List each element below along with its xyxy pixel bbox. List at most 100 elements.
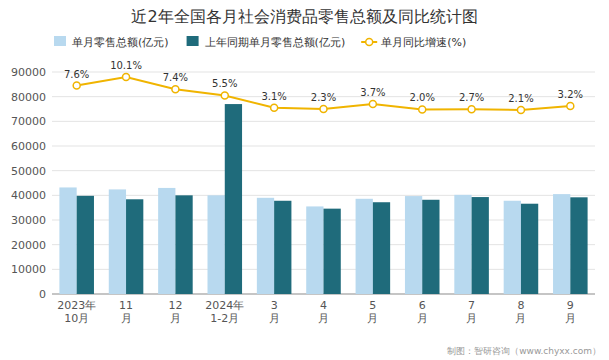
x-tick-line: 月 [515, 312, 526, 325]
x-tick-line: 7 [468, 299, 475, 312]
legend-label: 单月同比增速(%) [381, 36, 466, 49]
legend-label: 上年同期单月零售总额(亿元) [205, 36, 346, 49]
grid-line [52, 72, 595, 73]
line-marker [172, 86, 179, 93]
line-marker [517, 106, 524, 113]
x-tick-label: 5月 [367, 299, 378, 325]
annotation: 2.3% [311, 92, 336, 103]
line-marker [73, 82, 80, 89]
x-tick-label: 3月 [269, 299, 280, 325]
footer: 制图：智研咨询（www.chyxx.com） [447, 346, 601, 356]
annotation: 2.7% [459, 92, 484, 103]
annotation: 7.4% [163, 72, 188, 83]
x-tick-line: 月 [318, 312, 329, 325]
x-tick-label: 4月 [318, 299, 329, 325]
bar [257, 198, 274, 294]
x-tick-line: 9 [567, 299, 574, 312]
x-tick-label: 8月 [515, 299, 526, 325]
x-tick-line: 月 [367, 312, 378, 325]
y-tick-label: 90000 [11, 66, 46, 79]
bar [126, 199, 143, 294]
chart: 近2年全国各月社会消费品零售总额及同比统计图010000200003000040… [0, 0, 609, 360]
grid [52, 72, 595, 294]
x-tick-label: 7月 [466, 299, 477, 325]
x-tick-line: 月 [417, 312, 428, 325]
bar [405, 196, 422, 294]
y-tick-label: 30000 [11, 214, 46, 227]
annotation: 2.1% [508, 93, 533, 104]
line-marker [271, 104, 278, 111]
y-tick-label: 80000 [11, 91, 46, 104]
bar [521, 204, 538, 294]
annotation: 3.7% [360, 87, 385, 98]
x-tick-label: 9月 [565, 299, 576, 325]
annotation: 10.1% [110, 60, 142, 71]
bar [422, 200, 439, 294]
bar [306, 206, 323, 294]
annotations: 7.6% 10.1% 7.4% 5.5% 3.1% 2.3% 3.7% 2.0% 2.7% 2.1… [64, 60, 583, 104]
line-marker [123, 73, 130, 80]
bar [158, 188, 175, 294]
x-tick-label: 11月 [119, 299, 133, 325]
y-tick-label: 50000 [11, 165, 46, 178]
x-tick-label: 6月 [417, 299, 428, 325]
y-tick-label: 40000 [11, 189, 46, 202]
line-marker [221, 92, 228, 99]
bar [77, 196, 94, 294]
x-tick-line: 2024年 [205, 299, 244, 312]
legend-swatch [187, 36, 199, 46]
y-tick-label: 0 [39, 288, 46, 301]
annotation: 7.6% [64, 69, 89, 80]
x-tick-line: 6 [419, 299, 426, 312]
bar [373, 202, 390, 294]
x-tick-line: 月 [170, 312, 181, 325]
grid-line [52, 170, 595, 171]
bar [356, 199, 373, 294]
bar [59, 187, 76, 294]
bar [472, 197, 489, 294]
y-tick-label: 70000 [11, 115, 46, 128]
grid-line [52, 146, 595, 147]
bar [553, 194, 570, 294]
legend: 单月零售总额(亿元) 上年同期单月零售总额(亿元) 单月同比增速(%) [54, 36, 466, 49]
bar [207, 195, 224, 294]
x-tick-line: 8 [517, 299, 524, 312]
x-tick-label: 2023年10月 [57, 299, 96, 325]
annotation: 5.5% [212, 78, 237, 89]
line-marker [369, 101, 376, 108]
x-tick-line: 1-2月 [210, 312, 239, 325]
annotation: 2.0% [410, 92, 435, 103]
x-tick-line: 4 [320, 299, 327, 312]
x-tick-line: 12 [168, 299, 182, 312]
annotation: 3.1% [261, 91, 286, 102]
background [0, 0, 609, 360]
line-marker [320, 106, 327, 113]
x-tick-line: 月 [121, 312, 132, 325]
bar [570, 197, 587, 294]
x-tick-line: 5 [369, 299, 376, 312]
bar [175, 195, 192, 294]
y-tick-label: 60000 [11, 140, 46, 153]
y-tick-label: 10000 [11, 263, 46, 276]
bar [109, 189, 126, 294]
x-tick-label: 2024年1-2月 [205, 299, 244, 325]
x-tick-line: 月 [269, 312, 280, 325]
x-tick-line: 10月 [64, 312, 89, 325]
bar [274, 201, 291, 294]
legend-swatch [54, 36, 66, 46]
title: 近2年全国各月社会消费品零售总额及同比统计图 [131, 7, 477, 26]
x-tick-label: 12月 [168, 299, 182, 325]
annotation: 3.2% [558, 89, 583, 100]
x-tick-line: 月 [466, 312, 477, 325]
x-tick-line: 3 [271, 299, 278, 312]
grid-line [52, 121, 595, 122]
bar [454, 195, 471, 294]
bar [324, 209, 341, 294]
x-tick-line: 11 [119, 299, 133, 312]
marks [59, 73, 587, 294]
legend-label: 单月零售总额(亿元) [72, 36, 169, 49]
legend-marker [366, 39, 373, 46]
line-marker [567, 103, 574, 110]
grid-line [52, 195, 595, 196]
bar [225, 104, 242, 294]
